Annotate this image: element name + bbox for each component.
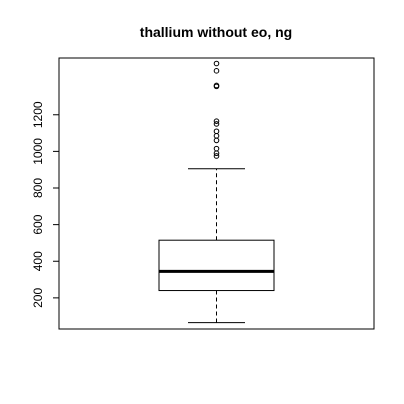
- outlier-point-12: [213, 60, 220, 67]
- y-tick-label-400: 400: [31, 251, 45, 271]
- y-tick-label-600: 600: [31, 214, 45, 234]
- iqr-box: [158, 239, 275, 292]
- outlier-point-6: [213, 128, 220, 135]
- outlier-point-4: [213, 137, 220, 144]
- y-tick-label-800: 800: [31, 178, 45, 198]
- outlier-point-11: [213, 68, 220, 74]
- outlier-point-1: [213, 153, 220, 159]
- outlier-point-7: [213, 121, 220, 127]
- outlier-point-3: [213, 145, 220, 152]
- y-tick-label-1200: 1200: [31, 101, 45, 128]
- outlier-point-10: [213, 82, 220, 89]
- y-tick-label-1000: 1000: [31, 138, 45, 165]
- outlier-point-5: [213, 133, 220, 139]
- y-tick-label-200: 200: [31, 288, 45, 308]
- outlier-point-8: [213, 118, 220, 124]
- y-axis: 200 400 600 800 1000 1200: [31, 101, 60, 308]
- outlier-group: [213, 60, 220, 159]
- chart-title: thallium without eo, ng: [140, 24, 292, 40]
- box-group: [158, 168, 275, 324]
